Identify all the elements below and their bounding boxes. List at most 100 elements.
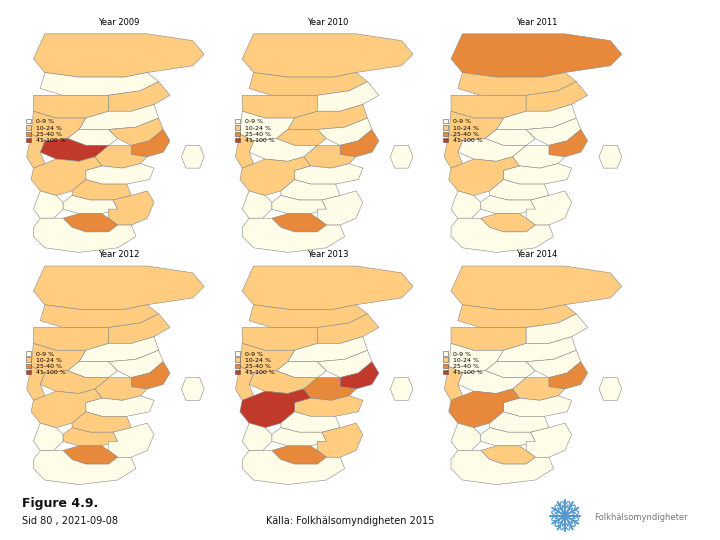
Polygon shape xyxy=(72,411,131,432)
Polygon shape xyxy=(249,305,367,327)
Polygon shape xyxy=(449,343,503,373)
Polygon shape xyxy=(40,371,109,394)
Polygon shape xyxy=(276,130,326,145)
Polygon shape xyxy=(451,423,481,450)
Polygon shape xyxy=(304,145,356,168)
Polygon shape xyxy=(63,214,117,232)
Polygon shape xyxy=(86,396,154,416)
Polygon shape xyxy=(451,218,554,252)
Polygon shape xyxy=(281,411,340,432)
Polygon shape xyxy=(86,164,154,184)
Polygon shape xyxy=(242,218,345,252)
Title: Year 2012: Year 2012 xyxy=(98,250,140,259)
Polygon shape xyxy=(181,145,204,168)
Polygon shape xyxy=(33,266,204,309)
Polygon shape xyxy=(272,446,326,464)
Polygon shape xyxy=(95,377,148,400)
Polygon shape xyxy=(490,179,549,200)
Polygon shape xyxy=(242,423,272,450)
Polygon shape xyxy=(240,343,294,373)
Polygon shape xyxy=(490,411,549,432)
Polygon shape xyxy=(63,446,117,464)
Polygon shape xyxy=(109,82,170,111)
Polygon shape xyxy=(240,389,310,428)
Polygon shape xyxy=(242,191,272,218)
Polygon shape xyxy=(31,343,86,373)
Polygon shape xyxy=(109,118,163,145)
Legend: 0-9 %, 10-24 %, 25-40 %, 41-100 %: 0-9 %, 10-24 %, 25-40 %, 41-100 % xyxy=(234,350,275,376)
Polygon shape xyxy=(390,377,413,400)
Polygon shape xyxy=(40,139,109,161)
Text: Sid 80 , 2021-09-08: Sid 80 , 2021-09-08 xyxy=(22,516,117,526)
Polygon shape xyxy=(63,195,117,214)
Title: Year 2010: Year 2010 xyxy=(307,18,348,27)
Polygon shape xyxy=(72,179,131,200)
Title: Year 2014: Year 2014 xyxy=(516,250,557,259)
Polygon shape xyxy=(526,350,581,377)
Polygon shape xyxy=(288,336,367,362)
Polygon shape xyxy=(33,34,204,77)
Polygon shape xyxy=(526,314,588,343)
Polygon shape xyxy=(513,377,565,400)
Polygon shape xyxy=(294,164,363,184)
Title: Year 2009: Year 2009 xyxy=(98,18,140,27)
Polygon shape xyxy=(451,95,526,118)
Polygon shape xyxy=(449,111,503,141)
Polygon shape xyxy=(27,134,45,168)
Polygon shape xyxy=(27,366,45,400)
Polygon shape xyxy=(33,423,63,450)
Polygon shape xyxy=(485,130,535,145)
Polygon shape xyxy=(318,350,372,377)
Polygon shape xyxy=(503,396,572,416)
Legend: 0-9 %, 10-24 %, 25-40 %, 41-100 %: 0-9 %, 10-24 %, 25-40 %, 41-100 % xyxy=(25,350,66,376)
Polygon shape xyxy=(503,164,572,184)
Title: Year 2013: Year 2013 xyxy=(307,250,348,259)
Polygon shape xyxy=(249,72,367,95)
Polygon shape xyxy=(281,179,340,200)
Polygon shape xyxy=(31,157,102,195)
Polygon shape xyxy=(240,157,310,195)
Polygon shape xyxy=(481,195,535,214)
Polygon shape xyxy=(318,191,363,225)
Polygon shape xyxy=(526,82,588,111)
Polygon shape xyxy=(131,362,170,389)
Polygon shape xyxy=(40,72,158,95)
Polygon shape xyxy=(458,72,576,95)
Polygon shape xyxy=(526,118,581,145)
Polygon shape xyxy=(131,130,170,157)
Legend: 0-9 %, 10-24 %, 25-40 %, 41-100 %: 0-9 %, 10-24 %, 25-40 %, 41-100 % xyxy=(25,118,66,144)
Polygon shape xyxy=(95,145,148,168)
Polygon shape xyxy=(451,450,554,484)
Polygon shape xyxy=(242,95,318,118)
Polygon shape xyxy=(235,134,253,168)
Legend: 0-9 %, 10-24 %, 25-40 %, 41-100 %: 0-9 %, 10-24 %, 25-40 %, 41-100 % xyxy=(234,118,275,144)
Polygon shape xyxy=(449,389,519,428)
Polygon shape xyxy=(318,82,379,111)
Polygon shape xyxy=(33,191,63,218)
Polygon shape xyxy=(109,350,163,377)
Polygon shape xyxy=(340,130,379,157)
Polygon shape xyxy=(451,327,526,350)
Polygon shape xyxy=(276,362,326,377)
Polygon shape xyxy=(242,450,345,484)
Polygon shape xyxy=(33,218,136,252)
Polygon shape xyxy=(235,366,253,400)
Polygon shape xyxy=(340,362,379,389)
Polygon shape xyxy=(513,145,565,168)
Polygon shape xyxy=(304,377,356,400)
Polygon shape xyxy=(109,314,170,343)
Polygon shape xyxy=(272,214,326,232)
Polygon shape xyxy=(390,145,413,168)
Polygon shape xyxy=(109,191,154,225)
Polygon shape xyxy=(458,305,576,327)
Polygon shape xyxy=(272,195,326,214)
Polygon shape xyxy=(444,134,462,168)
Polygon shape xyxy=(458,139,526,161)
Polygon shape xyxy=(68,130,117,145)
Polygon shape xyxy=(63,428,117,446)
Polygon shape xyxy=(242,327,318,350)
Polygon shape xyxy=(497,104,576,130)
Polygon shape xyxy=(33,450,136,484)
Text: Källa: Folkhälsomyndigheten 2015: Källa: Folkhälsomyndigheten 2015 xyxy=(266,516,435,526)
Text: Figure 4.9.: Figure 4.9. xyxy=(22,496,98,510)
